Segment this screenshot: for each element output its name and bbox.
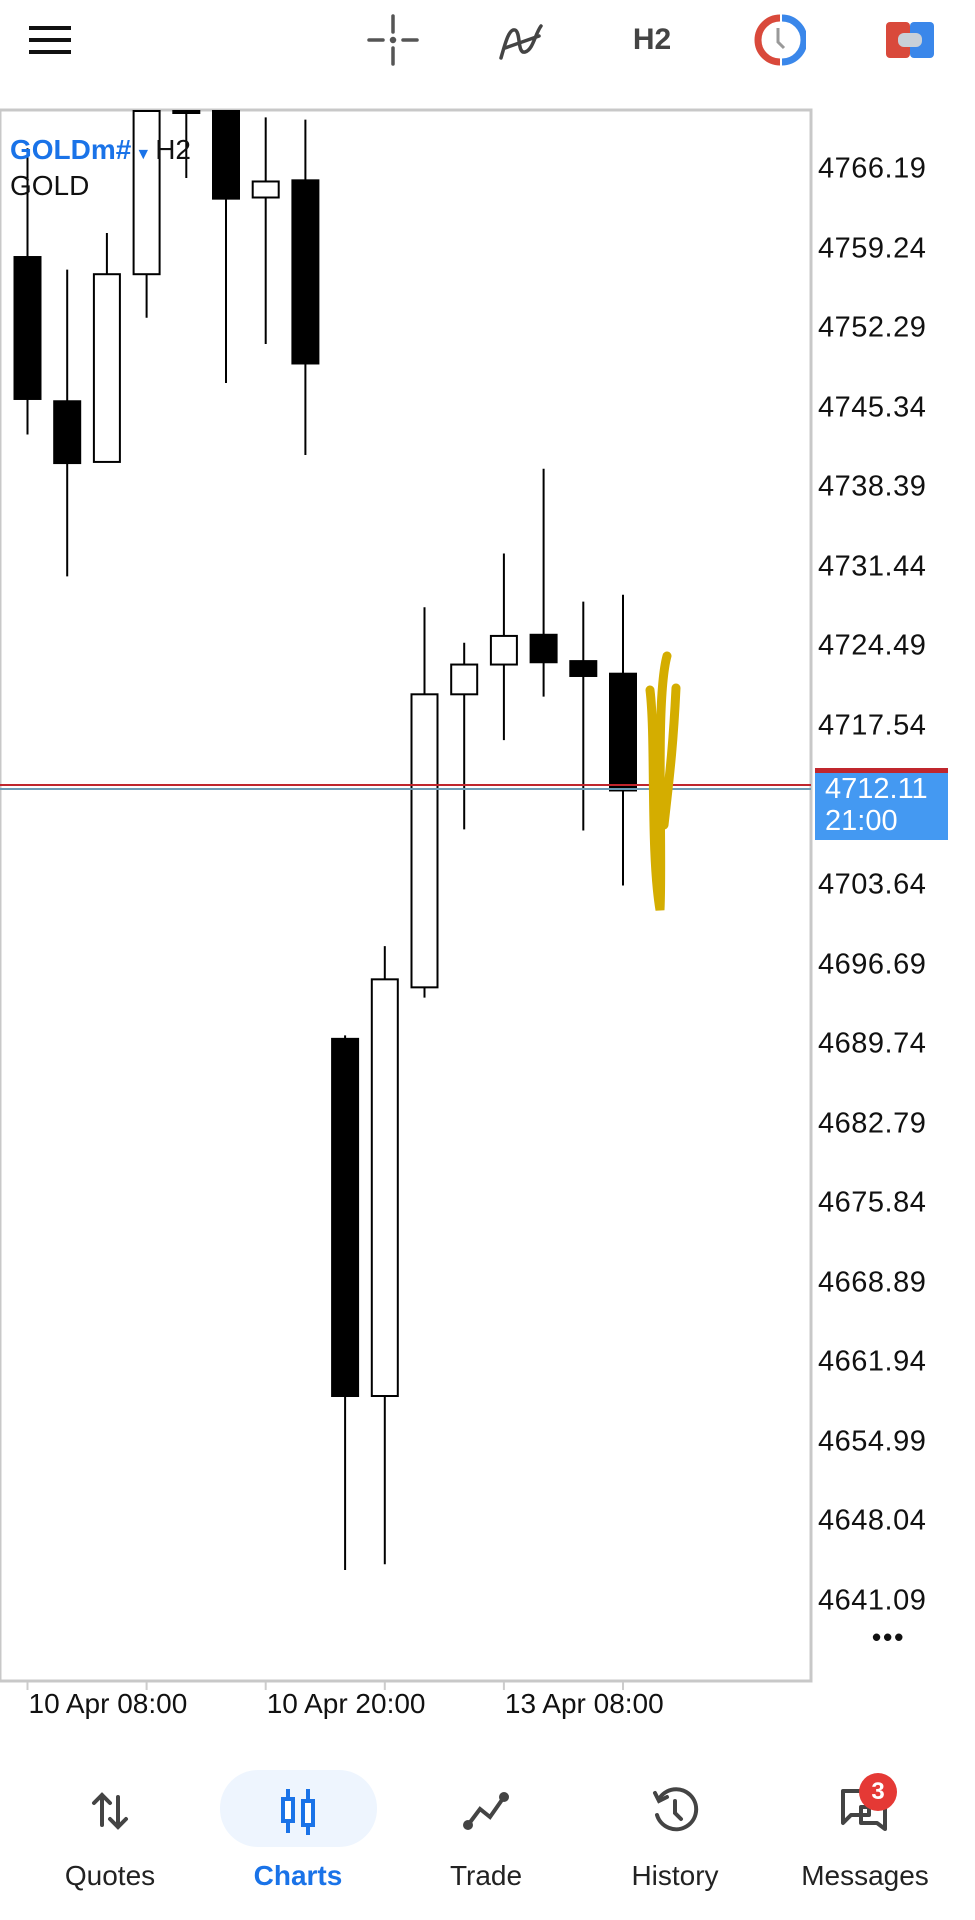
price-chart[interactable] xyxy=(0,0,975,1720)
price-tick-label: 4752.29 xyxy=(818,311,927,344)
menu-icon[interactable] xyxy=(22,12,78,68)
more-button[interactable]: ••• xyxy=(872,1622,906,1652)
price-tick-label: 4675.84 xyxy=(818,1186,927,1219)
candle-body-bullish xyxy=(251,180,280,199)
candle-body-bullish xyxy=(370,978,399,1398)
candle-body-bearish xyxy=(609,672,637,792)
candle xyxy=(212,110,240,383)
candle-body-bullish xyxy=(132,110,161,276)
price-tick-label: 4654.99 xyxy=(818,1425,927,1458)
candle-body-bearish xyxy=(53,400,82,465)
current-price-label: 4712.11 21:00 xyxy=(815,768,948,840)
candle-body-bearish xyxy=(331,1037,360,1398)
price-tick-label: 4661.94 xyxy=(818,1345,927,1378)
price-tick-label: 4689.74 xyxy=(818,1027,927,1060)
candle-body-bearish xyxy=(172,110,201,114)
price-tick-label: 4731.44 xyxy=(818,550,927,583)
price-tick-label: 4696.69 xyxy=(818,948,927,981)
time-tick-label: 13 Apr 08:00 xyxy=(504,1688,664,1719)
indicators-icon[interactable] xyxy=(493,12,549,68)
candle xyxy=(13,148,42,435)
messages-badge: 3 xyxy=(859,1773,897,1811)
nav-label: History xyxy=(631,1860,719,1891)
price-tick-label: 4724.49 xyxy=(818,629,927,662)
candle xyxy=(370,946,399,1565)
candle xyxy=(53,269,82,577)
nav-label: Quotes xyxy=(64,1860,156,1891)
candle xyxy=(291,119,320,456)
candle-body-bullish xyxy=(450,663,479,696)
legend-timeframe: H2 xyxy=(155,134,191,165)
nav-label: Charts xyxy=(253,1860,343,1891)
candle xyxy=(450,642,479,830)
hand-drawn-annotation xyxy=(645,651,681,911)
symbol-description: GOLD xyxy=(10,170,90,201)
price-tick-label: 4738.39 xyxy=(818,470,927,503)
price-tick-label: 4668.89 xyxy=(818,1266,927,1299)
candle-body-bullish xyxy=(489,634,518,666)
history-icon xyxy=(653,1787,699,1832)
candle xyxy=(569,601,598,831)
candle xyxy=(251,117,280,345)
quotes-icon xyxy=(92,1792,128,1830)
crosshair-icon[interactable] xyxy=(365,12,421,68)
price-tick-label: 4648.04 xyxy=(818,1504,927,1537)
price-tick-label: 4745.34 xyxy=(818,391,927,424)
price-tick-label: 4703.64 xyxy=(818,868,927,901)
symbol-dropdown-icon[interactable]: ▼ xyxy=(135,146,152,163)
bar-countdown: 21:00 xyxy=(825,805,898,837)
candle-body-bearish xyxy=(291,179,320,365)
current-price: 4712.11 xyxy=(825,773,928,805)
price-tick-label: 4766.19 xyxy=(818,152,927,185)
candle xyxy=(331,1035,360,1570)
candle-body-bearish xyxy=(13,256,42,400)
nav-label: Trade xyxy=(449,1860,523,1891)
chart-legend: GOLDm# ▼ H2 GOLD xyxy=(10,134,191,202)
nav-label: Messages xyxy=(801,1860,929,1891)
candle xyxy=(172,110,201,179)
candle xyxy=(529,468,558,697)
price-tick-label: 4717.54 xyxy=(818,709,927,742)
price-tick-label: 4641.09 xyxy=(818,1584,927,1617)
price-tick-label: 4682.79 xyxy=(818,1107,927,1140)
timeframe-button[interactable]: H2 xyxy=(632,23,672,56)
time-tick-label: 10 Apr 08:00 xyxy=(28,1688,188,1719)
time-tick-label: 10 Apr 20:00 xyxy=(266,1688,426,1719)
candle xyxy=(132,110,161,318)
candle xyxy=(489,553,518,741)
clock-icon[interactable] xyxy=(752,12,808,68)
candle xyxy=(92,232,121,463)
candle-body-bullish xyxy=(92,273,121,463)
candle xyxy=(410,607,439,998)
one-click-trading-icon[interactable] xyxy=(882,12,938,68)
active-tab-highlight xyxy=(220,1770,377,1847)
chart-frame xyxy=(0,108,813,1683)
charts-icon xyxy=(281,1789,315,1835)
candle xyxy=(609,594,637,886)
candle-body-bullish xyxy=(410,693,439,989)
symbol-name[interactable]: GOLDm# xyxy=(10,134,132,165)
price-tick-label: 4759.24 xyxy=(818,232,927,265)
candle-body-bearish xyxy=(212,110,240,200)
candle-body-bearish xyxy=(529,633,558,664)
candle-body-bearish xyxy=(569,660,598,677)
trade-icon xyxy=(463,1792,509,1830)
